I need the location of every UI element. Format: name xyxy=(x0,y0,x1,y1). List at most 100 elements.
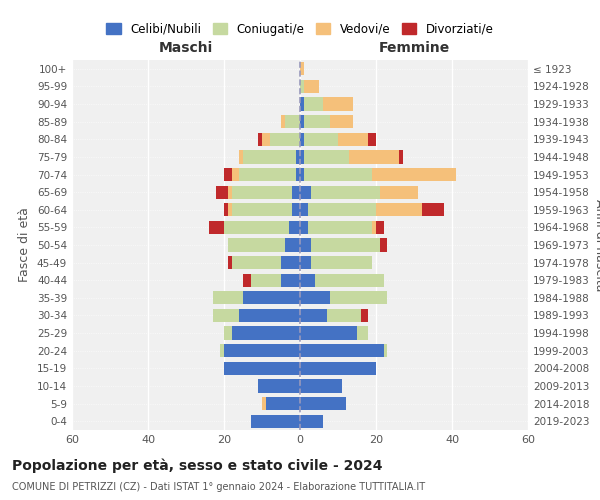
Bar xyxy=(300,414,323,428)
Bar xyxy=(243,150,296,164)
Bar xyxy=(251,274,281,287)
Text: COMUNE DI PETRIZZI (CZ) - Dati ISTAT 1° gennaio 2024 - Elaborazione TUTTITALIA.I: COMUNE DI PETRIZZI (CZ) - Dati ISTAT 1° … xyxy=(12,482,425,492)
Bar xyxy=(262,397,266,410)
Bar xyxy=(232,326,300,340)
Text: Maschi: Maschi xyxy=(159,40,213,54)
Bar xyxy=(311,238,380,252)
Bar xyxy=(300,186,311,198)
Bar xyxy=(300,380,342,392)
Bar xyxy=(292,186,300,198)
Bar xyxy=(304,80,319,93)
Bar xyxy=(308,221,372,234)
Bar xyxy=(292,203,300,216)
Bar xyxy=(357,326,368,340)
Bar xyxy=(300,115,304,128)
Bar xyxy=(228,238,285,252)
Bar xyxy=(232,168,239,181)
Bar xyxy=(243,291,300,304)
Bar xyxy=(300,62,304,76)
Bar xyxy=(361,309,368,322)
Bar xyxy=(285,115,300,128)
Bar xyxy=(232,256,281,269)
Bar xyxy=(224,203,228,216)
Bar xyxy=(300,168,304,181)
Bar xyxy=(224,221,289,234)
Text: Femmine: Femmine xyxy=(379,40,449,54)
Bar xyxy=(281,274,300,287)
Bar xyxy=(239,150,243,164)
Bar xyxy=(224,344,300,358)
Bar xyxy=(300,397,346,410)
Bar xyxy=(212,309,239,322)
Bar xyxy=(304,150,349,164)
Bar xyxy=(399,150,403,164)
Bar xyxy=(300,309,326,322)
Bar xyxy=(372,221,376,234)
Bar xyxy=(217,186,228,198)
Bar xyxy=(380,238,388,252)
Bar xyxy=(315,274,383,287)
Bar xyxy=(239,309,300,322)
Bar xyxy=(228,186,232,198)
Bar xyxy=(300,203,308,216)
Bar xyxy=(296,150,300,164)
Bar xyxy=(258,132,262,146)
Bar xyxy=(262,132,269,146)
Bar xyxy=(300,132,304,146)
Bar xyxy=(300,238,311,252)
Bar xyxy=(376,221,383,234)
Bar xyxy=(300,221,308,234)
Bar xyxy=(232,186,292,198)
Y-axis label: Fasce di età: Fasce di età xyxy=(19,208,31,282)
Bar xyxy=(243,274,251,287)
Bar xyxy=(300,150,304,164)
Bar xyxy=(258,380,300,392)
Bar xyxy=(289,221,300,234)
Bar xyxy=(380,186,418,198)
Bar xyxy=(228,256,232,269)
Bar xyxy=(224,168,232,181)
Bar xyxy=(376,203,422,216)
Bar xyxy=(232,203,292,216)
Bar xyxy=(331,291,388,304)
Bar xyxy=(300,291,331,304)
Bar xyxy=(209,221,224,234)
Bar xyxy=(285,238,300,252)
Bar xyxy=(220,344,224,358)
Bar xyxy=(300,274,315,287)
Bar xyxy=(304,132,338,146)
Bar xyxy=(304,168,372,181)
Bar xyxy=(304,98,323,110)
Bar xyxy=(311,186,380,198)
Bar xyxy=(304,115,331,128)
Bar xyxy=(251,414,300,428)
Bar xyxy=(281,115,285,128)
Bar xyxy=(300,362,376,375)
Y-axis label: Anni di nascita: Anni di nascita xyxy=(593,198,600,291)
Bar xyxy=(308,203,376,216)
Bar xyxy=(281,256,300,269)
Bar xyxy=(269,132,300,146)
Bar xyxy=(311,256,372,269)
Text: Popolazione per età, sesso e stato civile - 2024: Popolazione per età, sesso e stato civil… xyxy=(12,458,383,473)
Bar xyxy=(422,203,445,216)
Bar xyxy=(300,256,311,269)
Bar xyxy=(224,326,232,340)
Bar xyxy=(323,98,353,110)
Bar xyxy=(300,326,357,340)
Bar xyxy=(338,132,368,146)
Bar xyxy=(368,132,376,146)
Bar xyxy=(266,397,300,410)
Bar xyxy=(300,344,383,358)
Bar xyxy=(372,168,456,181)
Bar xyxy=(300,80,304,93)
Bar xyxy=(296,168,300,181)
Bar xyxy=(224,362,300,375)
Bar xyxy=(331,115,353,128)
Legend: Celibi/Nubili, Coniugati/e, Vedovi/e, Divorziati/e: Celibi/Nubili, Coniugati/e, Vedovi/e, Di… xyxy=(101,18,499,40)
Bar xyxy=(228,203,232,216)
Bar xyxy=(300,98,304,110)
Bar xyxy=(383,344,388,358)
Bar xyxy=(349,150,399,164)
Bar xyxy=(239,168,296,181)
